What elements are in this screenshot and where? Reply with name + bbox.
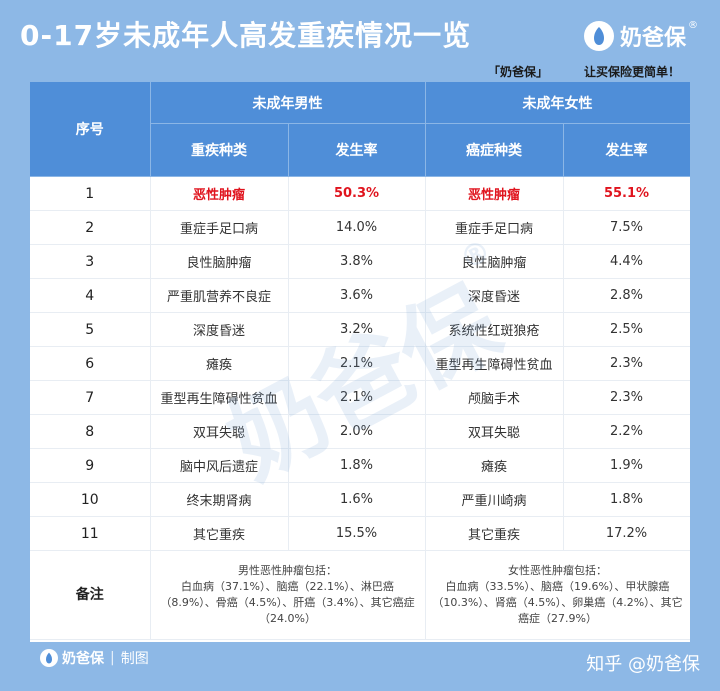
male-rate: 2.0% xyxy=(288,414,426,449)
table-row: 6 瘫痪 2.1% 重型再生障碍性贫血 2.3% xyxy=(30,346,690,381)
footer-separator: | xyxy=(110,650,115,666)
row-index: 9 xyxy=(30,448,151,483)
male-category: 脑中风后遗症 xyxy=(150,448,289,483)
male-category: 双耳失聪 xyxy=(150,414,289,449)
bottle-icon xyxy=(583,21,614,51)
male-category: 其它重疾 xyxy=(150,516,289,551)
table-row: 3 良性脑肿瘤 3.8% 良性脑肿瘤 4.4% xyxy=(30,244,690,279)
female-rate: 2.2% xyxy=(563,414,690,449)
female-category: 颅脑手术 xyxy=(425,380,564,415)
table-row: 11 其它重疾 15.5% 其它重疾 17.2% xyxy=(30,516,690,551)
female-note: 女性恶性肿瘤包括： 白血病（33.5%）、脑癌（19.6%）、甲状腺癌（10.3… xyxy=(425,550,690,640)
male-note-title: 男性恶性肿瘤包括： xyxy=(238,564,337,577)
disease-table: 序号 未成年男性 未成年女性 重疾种类 发生率 癌症种类 发生率 1 恶性肿瘤 50… xyxy=(30,82,690,640)
female-note-body: 白血病（33.5%）、脑癌（19.6%）、甲状腺癌（10.3%）、肾癌（4.5%… xyxy=(432,580,683,625)
row-index: 2 xyxy=(30,210,151,245)
row-index: 4 xyxy=(30,278,151,313)
male-rate: 3.2% xyxy=(288,312,426,347)
female-category: 瘫痪 xyxy=(425,448,564,483)
tagline: 让买保险更简单！ xyxy=(584,65,681,79)
female-rate: 55.1% xyxy=(563,176,690,211)
col-header-female-category: 癌症种类 xyxy=(425,123,564,177)
female-rate: 1.9% xyxy=(563,448,690,483)
row-index: 11 xyxy=(30,516,151,551)
row-index: 7 xyxy=(30,380,151,415)
row-index: 10 xyxy=(30,482,151,517)
male-category: 重型再生障碍性贫血 xyxy=(150,380,289,415)
female-rate: 2.8% xyxy=(563,278,690,313)
female-rate: 17.2% xyxy=(563,516,690,551)
page-footer: 奶爸保 | 制图 知乎 @奶爸保 xyxy=(0,642,720,691)
female-category: 其它重疾 xyxy=(425,516,564,551)
male-category: 深度昏迷 xyxy=(150,312,289,347)
page-header: 0-17岁未成年人高发重疾情况一览 奶爸保 ® 「奶爸保」 让买保险更简单！ xyxy=(0,0,720,80)
male-note: 男性恶性肿瘤包括： 白血病（37.1%）、脑癌（22.1%）、淋巴癌（8.9%）… xyxy=(150,550,426,640)
female-category: 系统性红斑狼疮 xyxy=(425,312,564,347)
male-category: 瘫痪 xyxy=(150,346,289,381)
male-note-body: 白血病（37.1%）、脑癌（22.1%）、淋巴癌（8.9%）、骨癌（4.5%）、… xyxy=(160,580,415,625)
female-rate: 2.3% xyxy=(563,380,690,415)
col-header-female-rate: 发生率 xyxy=(563,123,690,177)
female-rate: 2.3% xyxy=(563,346,690,381)
male-rate: 1.6% xyxy=(288,482,426,517)
footer-logo: 奶爸保 | 制图 xyxy=(40,642,149,674)
male-rate: 2.1% xyxy=(288,346,426,381)
female-rate: 7.5% xyxy=(563,210,690,245)
male-rate: 2.1% xyxy=(288,380,426,415)
table-row: 8 双耳失聪 2.0% 双耳失聪 2.2% xyxy=(30,414,690,449)
group-header-male: 未成年男性 xyxy=(150,82,426,124)
female-rate: 1.8% xyxy=(563,482,690,517)
female-category: 良性脑肿瘤 xyxy=(425,244,564,279)
table-row: 1 恶性肿瘤 50.3% 恶性肿瘤 55.1% xyxy=(30,176,690,211)
table-row: 2 重症手足口病 14.0% 重症手足口病 7.5% xyxy=(30,210,690,245)
female-rate: 2.5% xyxy=(563,312,690,347)
row-index: 1 xyxy=(30,176,151,211)
male-rate: 14.0% xyxy=(288,210,426,245)
notes-label: 备注 xyxy=(30,550,151,640)
male-category: 终末期肾病 xyxy=(150,482,289,517)
logo-text: 奶爸保 xyxy=(619,26,686,51)
registered-mark: ® xyxy=(688,20,698,31)
male-rate: 3.8% xyxy=(288,244,426,279)
male-rate: 3.6% xyxy=(288,278,426,313)
row-index: 6 xyxy=(30,346,151,381)
table-row: 10 终末期肾病 1.6% 严重川崎病 1.8% xyxy=(30,482,690,517)
tagline-brand: 「奶爸保」 xyxy=(488,65,549,79)
col-header-male-category: 重疾种类 xyxy=(150,123,289,177)
male-rate: 1.8% xyxy=(288,448,426,483)
male-rate: 50.3% xyxy=(288,176,426,211)
male-rate: 15.5% xyxy=(288,516,426,551)
page-title: 0-17岁未成年人高发重疾情况一览 xyxy=(20,19,472,52)
female-category: 重症手足口病 xyxy=(425,210,564,245)
female-category: 深度昏迷 xyxy=(425,278,564,313)
table-row: 5 深度昏迷 3.2% 系统性红斑狼疮 2.5% xyxy=(30,312,690,347)
zhihu-credit: 知乎 @奶爸保 xyxy=(586,654,700,675)
female-rate: 4.4% xyxy=(563,244,690,279)
row-index: 5 xyxy=(30,312,151,347)
footer-brand: 奶爸保 xyxy=(62,651,104,667)
female-category: 恶性肿瘤 xyxy=(425,176,564,211)
group-header-female: 未成年女性 xyxy=(425,82,690,124)
female-note-title: 女性恶性肿瘤包括： xyxy=(508,564,607,577)
male-category: 重症手足口病 xyxy=(150,210,289,245)
male-category: 严重肌营养不良症 xyxy=(150,278,289,313)
disease-table-card: 序号 未成年男性 未成年女性 重疾种类 发生率 癌症种类 发生率 1 恶性肿瘤 50… xyxy=(30,82,690,642)
row-index: 3 xyxy=(30,244,151,279)
table-row: 7 重型再生障碍性贫血 2.1% 颅脑手术 2.3% xyxy=(30,380,690,415)
row-index: 8 xyxy=(30,414,151,449)
col-header-male-rate: 发生率 xyxy=(288,123,426,177)
footer-made: 制图 xyxy=(120,651,149,667)
female-category: 双耳失聪 xyxy=(425,414,564,449)
bottle-icon xyxy=(40,649,58,667)
female-category: 重型再生障碍性贫血 xyxy=(425,346,564,381)
table-row: 9 脑中风后遗症 1.8% 瘫痪 1.9% xyxy=(30,448,690,483)
male-category: 恶性肿瘤 xyxy=(150,176,289,211)
female-category: 严重川崎病 xyxy=(425,482,564,517)
table-row: 4 严重肌营养不良症 3.6% 深度昏迷 2.8% xyxy=(30,278,690,313)
brand-logo: 奶爸保 ® xyxy=(583,20,698,52)
notes-row: 备注 男性恶性肿瘤包括： 白血病（37.1%）、脑癌（22.1%）、淋巴癌（8.… xyxy=(30,550,690,640)
col-header-index: 序号 xyxy=(30,82,151,177)
male-category: 良性脑肿瘤 xyxy=(150,244,289,279)
